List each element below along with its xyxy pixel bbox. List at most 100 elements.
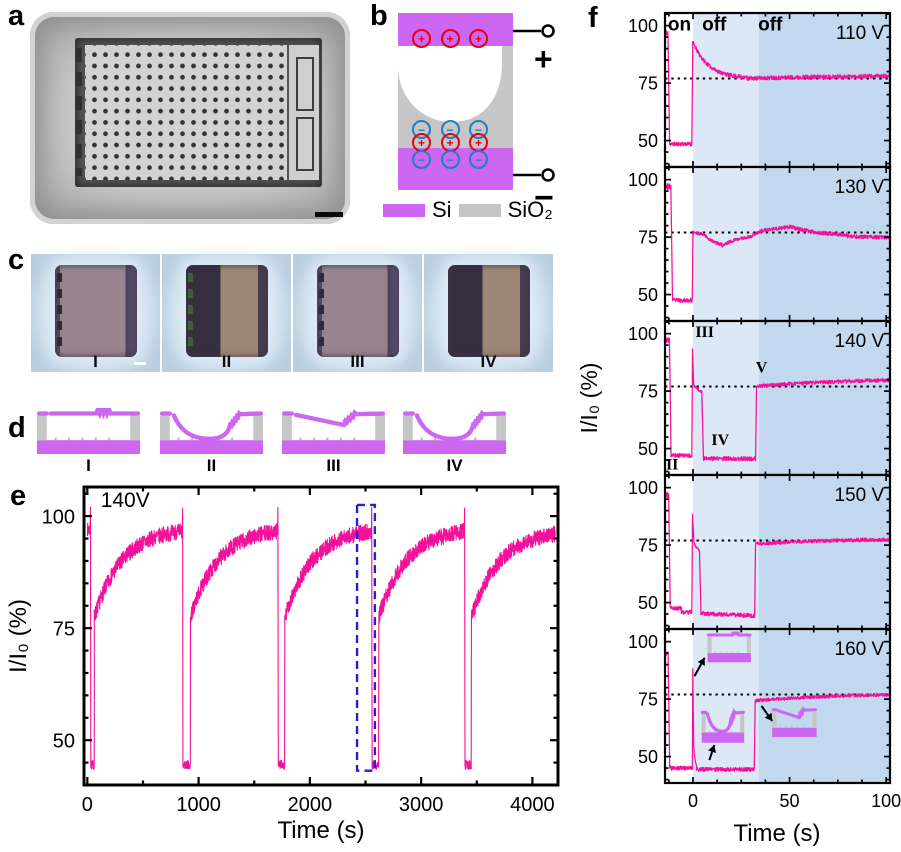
si-substrate	[282, 440, 385, 454]
region-band	[758, 13, 890, 167]
contact-bump	[791, 726, 793, 728]
optical-micrograph-III: III	[293, 254, 422, 372]
tick-label: 50	[638, 285, 658, 305]
contact-bump	[433, 437, 437, 441]
membrane-sag	[160, 409, 263, 441]
device-area	[317, 265, 399, 357]
si-substrate	[772, 727, 817, 738]
micrograph-label: III	[350, 352, 365, 371]
contact-bump	[737, 651, 739, 654]
contact-bump	[731, 730, 732, 733]
oxide-wall	[130, 415, 140, 441]
minus-charge-icon: −	[469, 150, 488, 169]
tick-label: 75	[638, 536, 658, 556]
panel-label-c: c	[8, 244, 25, 276]
region-label: off	[758, 14, 783, 35]
contact-bump	[81, 437, 84, 441]
si-substrate	[160, 440, 263, 454]
voltage-label: 110 V	[836, 23, 885, 44]
contact-bump	[420, 437, 423, 441]
membrane-flat	[706, 631, 752, 637]
voltage-annotation: 140V	[101, 489, 150, 512]
highlight-box	[355, 503, 377, 772]
cross-section-label: II	[206, 456, 217, 475]
oxide-wall	[253, 415, 263, 441]
plus-terminal-label: +	[534, 41, 553, 77]
cross-section-II	[160, 409, 263, 454]
voltage-label: 150 V	[835, 485, 885, 506]
panel-label-f: f	[588, 2, 598, 34]
contact-bump	[708, 730, 710, 733]
tick-label: 100	[628, 478, 658, 498]
region-band	[758, 629, 890, 783]
si-substrate	[701, 732, 745, 743]
contact-bump	[731, 651, 733, 654]
sio2-legend-label: SiO₂	[507, 197, 553, 222]
cross-section-label: III	[326, 456, 341, 475]
contact-bump	[726, 651, 728, 654]
etched-well	[75, 38, 322, 187]
optical-micrograph-IV: IV	[424, 254, 553, 372]
si-substrate	[403, 440, 506, 454]
voltage-label: 160 V	[835, 639, 885, 660]
scale-bar	[134, 362, 146, 365]
tick-label: 50	[638, 593, 658, 613]
region-band	[758, 167, 890, 321]
panel-label-b: b	[370, 0, 388, 32]
membrane-tilt	[282, 409, 385, 428]
negative-charge-row: − − −	[412, 150, 488, 169]
contact-bump	[779, 726, 781, 728]
axis-frame	[82, 485, 560, 787]
y-axis-label: I/I₀ (%)	[5, 599, 32, 673]
oxide-wall	[403, 415, 413, 441]
signal-trace	[664, 491, 890, 619]
contact-bump	[785, 726, 787, 728]
membrane-sag	[700, 707, 745, 734]
spring-slot	[296, 57, 314, 111]
region-label: off	[702, 14, 727, 35]
roman-annotation: III	[695, 324, 714, 341]
signal-trace	[664, 650, 890, 773]
contact-bump	[190, 437, 194, 441]
cross-section-III	[282, 409, 385, 454]
tick-label: 100	[42, 506, 75, 528]
tick-label: 50	[780, 791, 800, 811]
oxide-wall	[701, 713, 706, 733]
contact-bump	[797, 726, 799, 728]
si-legend-label: Si	[432, 197, 452, 222]
tick-label: 75	[638, 382, 658, 402]
region-label: on	[668, 14, 691, 35]
micrograph-label: II	[221, 352, 232, 371]
optical-micrograph-II: II	[162, 254, 291, 372]
tick-label: 75	[53, 618, 75, 640]
tick-label: 100	[628, 324, 658, 344]
tick-label: 75	[638, 228, 658, 248]
signal-trace	[664, 29, 890, 147]
cavity-shape	[398, 46, 502, 122]
x-axis-label: Time (s)	[733, 820, 820, 847]
arrowhead-icon	[708, 745, 717, 753]
terminal-icon	[541, 24, 555, 38]
arrowhead-icon	[697, 657, 705, 666]
device-area	[448, 265, 530, 357]
tick-label: 2000	[288, 794, 333, 816]
minus-charge-icon: −	[412, 150, 431, 169]
oxide-wall	[160, 415, 170, 441]
tick-label: 3000	[399, 794, 444, 816]
oxide-wall	[746, 636, 751, 654]
tick-label: 0	[82, 794, 93, 816]
tick-label: 50	[638, 747, 658, 767]
anchor-notches	[76, 48, 82, 176]
contact-bump	[94, 437, 97, 441]
cross-section-label: IV	[446, 456, 463, 475]
serpentine-spring	[289, 45, 319, 180]
membrane-flat	[37, 408, 140, 420]
panel-label-a: a	[8, 0, 25, 32]
contact-bump	[353, 437, 356, 441]
tick-label: 50	[638, 439, 658, 459]
contact-bump	[54, 437, 57, 441]
signal-trace	[664, 336, 890, 462]
device-area	[186, 265, 268, 357]
